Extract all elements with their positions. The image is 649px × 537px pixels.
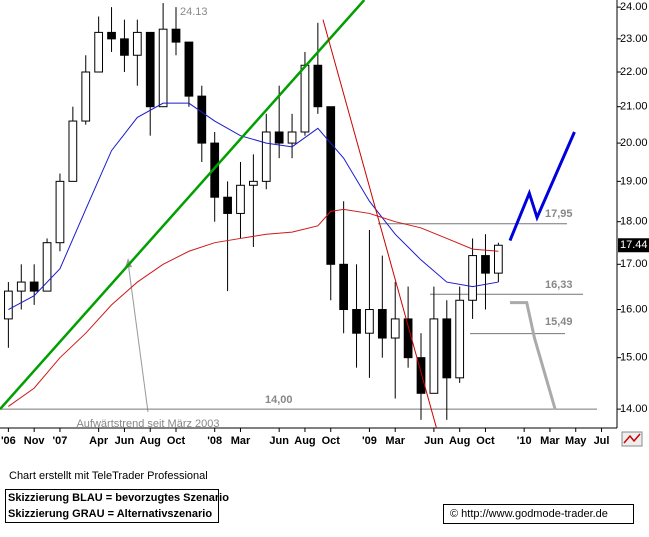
candle-body <box>339 263 349 311</box>
candle-body <box>442 318 452 379</box>
legend-line: Skizzierung BLAU = bevorzugtes Szenario <box>8 492 229 504</box>
annotation: Aufwärtstrend seit März 2003 <box>76 418 219 430</box>
x-tick-label: Jul <box>594 435 610 447</box>
candle-body <box>261 131 271 182</box>
x-tick-label: '09 <box>362 435 377 447</box>
candle-body <box>300 64 310 133</box>
x-tick-label: Oct <box>322 435 341 447</box>
candle-body <box>210 142 220 198</box>
x-tick-label: '07 <box>53 435 68 447</box>
candle-body <box>365 309 374 334</box>
y-tick-label: 15.00 <box>620 352 648 364</box>
candle-body <box>390 318 400 339</box>
candle-body <box>171 28 181 43</box>
x-tick-label: Apr <box>89 435 109 447</box>
candle-body <box>223 196 232 214</box>
candle-body <box>184 41 194 97</box>
y-tick-label: 19.00 <box>620 175 648 187</box>
candle-body <box>16 281 26 292</box>
candle-body <box>29 281 39 292</box>
x-tick-label: Oct <box>476 435 495 447</box>
source-box <box>443 504 634 524</box>
source: © http://www.godmode-trader.de <box>450 508 608 520</box>
candle-body <box>326 106 336 265</box>
candle-body <box>416 357 426 394</box>
line-series <box>322 19 437 429</box>
x-tick-label: Aug <box>449 435 470 447</box>
logo-icon <box>621 431 643 447</box>
level-label: 14,00 <box>265 394 293 406</box>
line-series <box>0 0 366 410</box>
line-series <box>8 102 499 310</box>
candle-body <box>55 180 65 244</box>
y-tick-label: 17.00 <box>620 258 648 270</box>
line-series <box>8 208 499 407</box>
candle-body <box>468 255 477 301</box>
peak-label: 24.13 <box>180 6 208 18</box>
legend-line: Skizzierung GRAU = Alternativszenario <box>8 508 212 520</box>
y-tick-label: 24.00 <box>620 1 648 13</box>
candle-body <box>287 131 297 144</box>
candle-body <box>107 31 116 40</box>
candle-body <box>236 184 245 214</box>
x-tick-label: Aug <box>294 435 315 447</box>
x-tick-label: Mar <box>385 435 405 447</box>
candle-body <box>68 120 78 182</box>
legend-box <box>5 489 219 523</box>
level-label: 17,95 <box>545 208 573 220</box>
x-tick-label: '06 <box>1 435 16 447</box>
candle-body <box>132 31 142 56</box>
y-tick-label: 20.00 <box>620 137 648 149</box>
x-tick-label: Oct <box>167 435 186 447</box>
x-tick-label: Mar <box>231 435 251 447</box>
candle-body <box>4 290 13 320</box>
y-tick-label: 14.00 <box>620 403 648 415</box>
candle-body <box>81 71 91 122</box>
candle-body <box>94 31 104 73</box>
candle-body <box>158 28 168 108</box>
candle-body <box>274 131 284 144</box>
x-tick-label: '10 <box>517 435 532 447</box>
candle-body <box>249 180 258 186</box>
y-tick-label: 22.00 <box>620 66 648 78</box>
x-tick-label: Aug <box>140 435 161 447</box>
x-tick-label: Mar <box>540 435 560 447</box>
y-tick-label: 23.00 <box>620 33 648 45</box>
y-tick-label: 18.00 <box>620 216 648 228</box>
x-tick-label: Nov <box>24 435 46 447</box>
credit: Chart erstellt mit TeleTrader Profession… <box>9 470 208 482</box>
last-price-box <box>618 238 649 253</box>
line-series <box>509 301 557 410</box>
candle-body <box>145 31 155 108</box>
x-tick-label: '08 <box>207 435 222 447</box>
candle-body <box>494 244 503 274</box>
candle-body <box>313 64 323 108</box>
last-price-label: 17.44 <box>620 239 648 251</box>
x-tick-label: Jun <box>115 435 135 447</box>
x-tick-label: May <box>565 435 587 447</box>
x-tick-label: Jun <box>269 435 289 447</box>
candle-body <box>429 318 439 394</box>
candle-body <box>120 38 129 56</box>
candle-body <box>352 309 361 334</box>
y-tick-label: 21.00 <box>620 101 648 113</box>
line-series <box>508 131 576 242</box>
candle-body <box>197 95 207 144</box>
candle-body <box>377 309 387 339</box>
candle-body <box>42 242 52 292</box>
candle-body <box>481 255 490 274</box>
candle-body <box>455 299 465 379</box>
x-tick-label: Jun <box>424 435 444 447</box>
y-tick-label: 16.00 <box>620 303 648 315</box>
level-label: 15,49 <box>545 316 573 328</box>
level-label: 16,33 <box>545 279 573 291</box>
